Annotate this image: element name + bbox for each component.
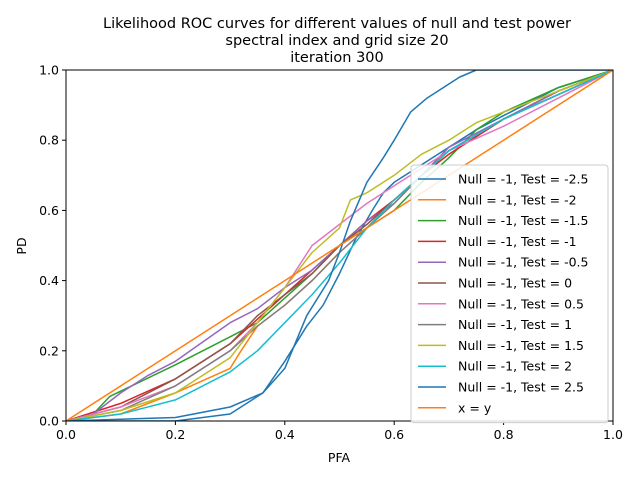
series-line-5 — [66, 70, 613, 421]
x-tick-label: 0.8 — [494, 427, 514, 442]
legend: Null = -1, Test = -2.5 Null = -1, Test = … — [410, 164, 609, 424]
x-tick-label: 1.0 — [603, 427, 623, 442]
legend-box — [410, 164, 609, 424]
x-tick-label: 0.2 — [165, 427, 185, 442]
legend-label: Null = -1, Test = -1 — [458, 234, 577, 249]
legend-label: x = y — [458, 400, 492, 415]
legend-label: Null = -1, Test = 2.5 — [458, 380, 584, 395]
y-tick-label: 0.8 — [39, 133, 59, 148]
series-line-10 — [66, 70, 613, 421]
legend-label: Null = -1, Test = -2 — [458, 192, 577, 207]
chart-title-line-1: Likelihood ROC curves for different valu… — [103, 16, 571, 32]
legend-label: Null = -1, Test = -1.5 — [458, 213, 588, 228]
x-tick-label: 0.4 — [275, 427, 295, 442]
series-line-12 — [66, 70, 613, 421]
y-tick-label: 0.2 — [39, 343, 59, 358]
y-tick-label: 0.0 — [39, 414, 59, 429]
y-tick-label: 0.6 — [39, 203, 59, 218]
series-line-11 — [66, 70, 613, 421]
legend-label: Null = -1, Test = -0.5 — [458, 255, 588, 270]
legend-label: Null = -1, Test = -2.5 — [458, 172, 588, 187]
y-axis-label: PD — [14, 237, 29, 254]
plot-frame — [65, 69, 614, 422]
legend-label: Null = -1, Test = 0.5 — [458, 296, 584, 311]
y-tick-label: 0.4 — [39, 273, 59, 288]
x-tick-label: 0.6 — [384, 427, 404, 442]
x-axis-label: PFA — [328, 450, 351, 465]
legend-label: Null = -1, Test = 0 — [458, 276, 572, 291]
chart-title-line-2: spectral index and grid size 20 — [225, 33, 448, 49]
chart-title-line-3: iteration 300 — [290, 50, 384, 66]
series-line-9 — [66, 70, 613, 421]
y-tick-label: 1.0 — [39, 63, 59, 78]
legend-label: Null = -1, Test = 1.5 — [458, 338, 584, 353]
legend-label: Null = -1, Test = 2 — [458, 359, 572, 374]
series-layer — [66, 70, 613, 421]
legend-label: Null = -1, Test = 1 — [458, 317, 572, 332]
x-tick-label: 0.0 — [56, 427, 76, 442]
axes-layer: 0.00.0 0.2 0.2 0.4 0.4 0.6 0.6 0.8 0.8 1.0 1.0 — [39, 63, 623, 443]
